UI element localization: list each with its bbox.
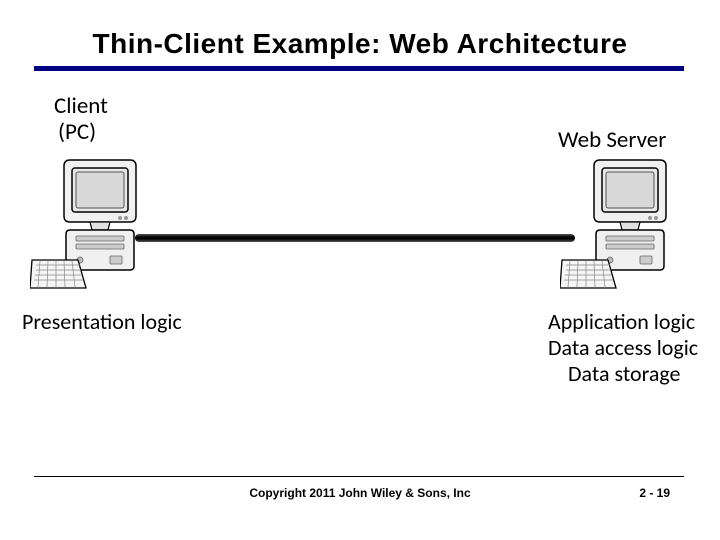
- client-logic-label: Presentation logic: [22, 308, 182, 335]
- client-computer-icon: [30, 150, 150, 305]
- server-logic-3: Data storage: [568, 360, 680, 387]
- page-number: 2 - 19: [639, 486, 670, 500]
- title-underline: [34, 66, 684, 71]
- network-cable: [135, 234, 575, 242]
- footer-divider: [34, 476, 684, 477]
- copyright-text: Copyright 2011 John Wiley & Sons, Inc: [0, 486, 720, 500]
- server-computer-icon: [560, 150, 680, 305]
- client-label-line2: (PC): [58, 118, 96, 146]
- server-logic-2: Data access logic: [548, 334, 698, 361]
- slide-title: Thin-Client Example: Web Architecture: [0, 28, 720, 60]
- client-label-line1: Client: [54, 92, 108, 120]
- server-logic-1: Application logic: [548, 308, 695, 335]
